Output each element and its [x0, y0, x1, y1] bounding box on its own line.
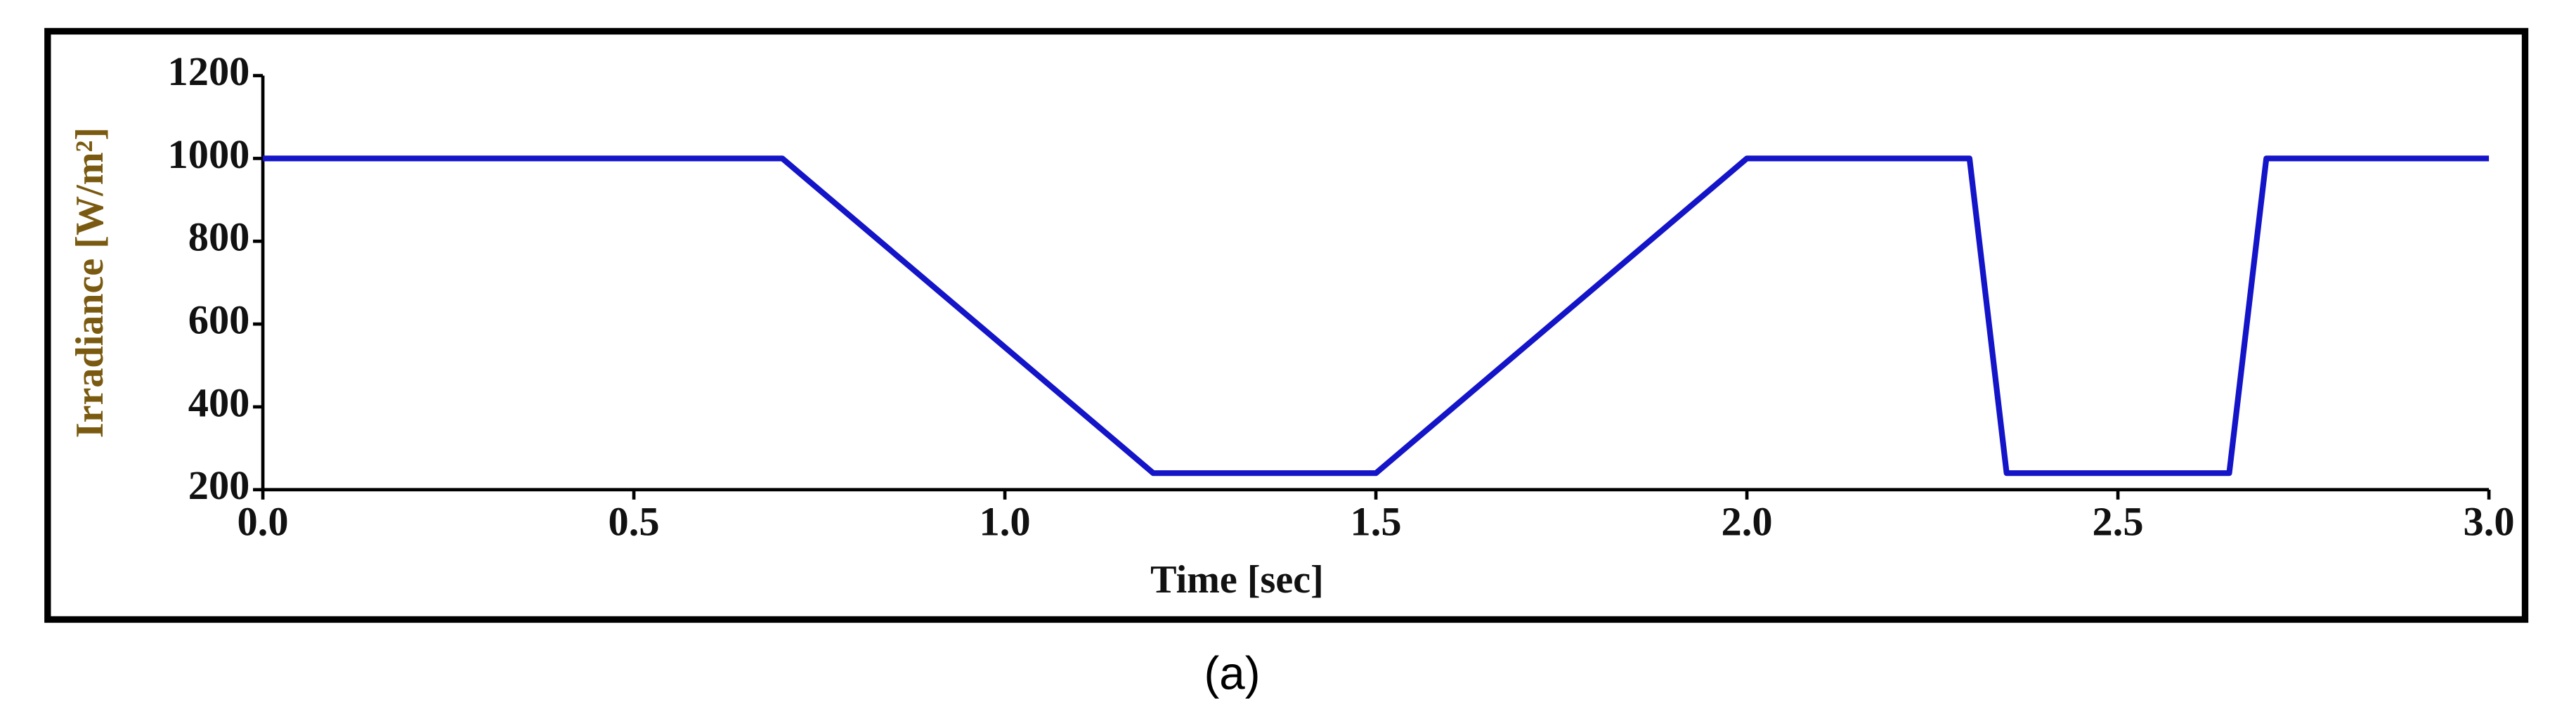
y-tick-label: 1200 — [168, 48, 250, 94]
y-tick-label: 400 — [188, 380, 250, 425]
chart-frame — [44, 27, 2529, 623]
y-tick-label: 600 — [188, 297, 250, 342]
x-tick-label: 0.5 — [609, 499, 660, 545]
x-tick-label: 2.0 — [1722, 499, 1773, 545]
x-tick-label: 1.5 — [1351, 499, 1402, 545]
x-tick-label: 2.5 — [2093, 499, 2144, 545]
y-tick-label: 200 — [188, 462, 250, 508]
y-tick-label: 1000 — [168, 131, 250, 177]
caption: (a) — [1204, 648, 1261, 699]
x-tick-label: 3.0 — [2464, 499, 2515, 545]
x-tick-label: 0.0 — [238, 499, 289, 545]
x-axis-label: Time [sec] — [1150, 558, 1324, 602]
y-tick-label: 800 — [188, 214, 250, 260]
x-tick-label: 1.0 — [980, 499, 1031, 545]
series-line — [263, 155, 2490, 477]
y-axis-label: Irradiance [W/m²] — [68, 127, 112, 438]
